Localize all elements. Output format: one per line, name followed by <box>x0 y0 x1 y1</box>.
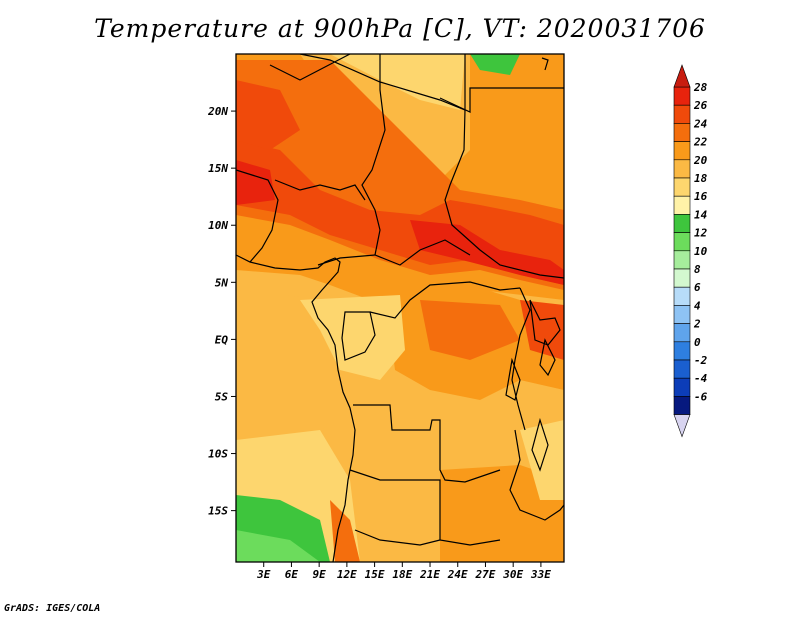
coastlines-borders <box>236 54 564 562</box>
colorbar-under-arrow <box>673 414 691 438</box>
colorbar-label: 20 <box>693 154 708 167</box>
lat-tick-label: 15N <box>208 162 228 175</box>
colorbar-swatch <box>673 250 691 270</box>
colorbar-label: 28 <box>693 81 708 94</box>
colorbar-label: 22 <box>693 136 708 149</box>
lon-tick-label: 6E <box>285 568 299 581</box>
colorbar-label: 0 <box>694 336 701 349</box>
lat-tick-label: 5N <box>215 276 229 289</box>
colorbar-label: 12 <box>694 227 708 240</box>
colorbar-swatch <box>673 86 691 106</box>
colorbar-label: 8 <box>694 263 701 276</box>
lat-tick-label: EQ <box>215 333 229 346</box>
temperature-field <box>236 54 564 562</box>
colorbar-swatch <box>673 195 691 215</box>
lat-tick-label: 15S <box>208 505 228 518</box>
lon-tick-label: 12E <box>337 568 357 581</box>
colorbar-label: 24 <box>693 117 708 130</box>
colorbar-swatch <box>673 396 691 415</box>
lat-tick-label: 20N <box>207 105 228 118</box>
lon-tick-label: 3E <box>256 568 271 581</box>
colorbar-label: -4 <box>694 372 708 385</box>
colorbar-swatch <box>673 341 691 361</box>
lon-tick-label: 9E <box>313 568 327 581</box>
lon-tick-label: 15E <box>365 568 385 581</box>
lon-tick-label: 21E <box>419 568 440 581</box>
lon-tick-label: 33E <box>530 568 551 581</box>
colorbar-swatch <box>673 177 691 197</box>
colorbar-swatch <box>673 286 691 306</box>
map-frame <box>235 53 565 563</box>
map-title: Temperature at 900hPa [C], VT: 202003170… <box>94 14 706 43</box>
colorbar-swatch <box>673 377 691 397</box>
lon-tick-label: 27E <box>475 568 496 581</box>
colorbar-swatch <box>673 359 691 379</box>
grads-credit: GrADS: IGES/COLA <box>4 603 101 614</box>
colorbar-swatch <box>673 232 691 252</box>
colorbar-label: 18 <box>694 172 708 185</box>
lon-tick-label: 30E <box>502 568 523 581</box>
latitude-axis: 20N 15N 10N 5N EQ 5S 10S 15S <box>207 105 236 518</box>
colorbar-swatch <box>673 104 691 124</box>
colorbar-swatch <box>673 123 691 142</box>
colorbar-label: 10 <box>694 245 708 258</box>
lat-tick-label: 10S <box>208 448 228 461</box>
colorbar-label: 2 <box>693 318 701 331</box>
colorbar-swatch <box>673 141 691 161</box>
colorbar-swatch <box>673 268 691 288</box>
longitude-axis: 3E 6E 9E 12E 15E 18E 21E 24E 27E 30E 33E <box>256 562 551 581</box>
colorbar-swatch <box>673 159 691 179</box>
colorbar-swatch <box>673 323 691 343</box>
lon-tick-label: 18E <box>392 568 412 581</box>
lat-tick-label: 5S <box>215 390 229 403</box>
colorbar-label: 4 <box>694 299 701 312</box>
colorbar-label: 6 <box>694 281 701 294</box>
lat-tick-label: 10N <box>208 219 228 232</box>
colorbar-swatch <box>673 305 691 324</box>
colorbar-label: -2 <box>694 354 708 367</box>
colorbar-label: -6 <box>694 390 708 403</box>
colorbar-over-arrow <box>673 64 691 88</box>
lon-tick-label: 24E <box>447 568 468 581</box>
colorbar-label: 14 <box>694 208 708 221</box>
colorbar-label: 16 <box>694 190 708 203</box>
colorbar-swatch <box>673 214 691 233</box>
colorbar-label: 26 <box>693 99 708 112</box>
